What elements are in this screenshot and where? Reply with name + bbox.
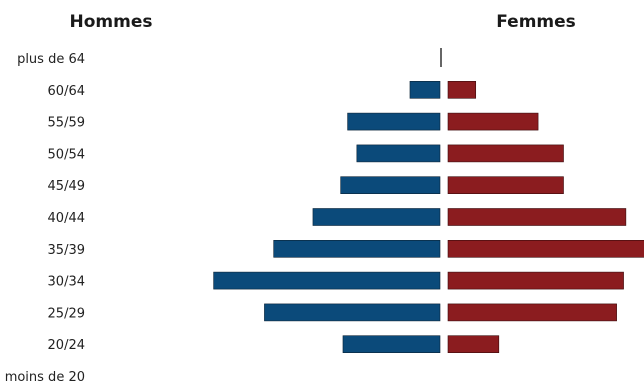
female-bar <box>447 208 627 226</box>
category-label: 30/34 <box>48 275 85 290</box>
female-bar <box>447 144 564 163</box>
female-bar <box>447 81 477 99</box>
male-bar <box>347 112 441 131</box>
male-bar <box>264 303 441 322</box>
male-bar <box>409 81 441 99</box>
left-header: Hommes <box>70 12 153 32</box>
category-label: 20/24 <box>48 338 85 353</box>
male-bar <box>340 176 441 194</box>
category-label: 50/54 <box>48 147 85 162</box>
female-bars <box>447 81 644 354</box>
male-bar <box>273 240 441 258</box>
female-bar <box>447 335 500 354</box>
male-bar <box>356 144 441 163</box>
category-label: 60/64 <box>48 84 85 99</box>
category-labels: plus de 64 60/64 55/59 50/54 45/49 40/44 35/39… <box>5 52 85 381</box>
female-bar <box>447 176 564 194</box>
male-bar <box>213 271 441 290</box>
male-bars <box>213 81 441 354</box>
category-label: moins de 20 <box>5 370 85 381</box>
male-bar <box>342 335 441 354</box>
male-bar <box>312 208 441 226</box>
female-bar <box>447 303 617 322</box>
category-label: 55/59 <box>48 116 85 131</box>
female-bar <box>447 271 624 290</box>
category-label: plus de 64 <box>17 52 85 67</box>
category-label: 35/39 <box>48 243 85 258</box>
female-bar <box>447 240 644 258</box>
category-label: 25/29 <box>48 306 85 321</box>
right-header: Femmes <box>496 12 576 32</box>
female-bar <box>447 112 539 131</box>
category-label: 40/44 <box>48 211 85 226</box>
category-label: 45/49 <box>48 179 85 194</box>
